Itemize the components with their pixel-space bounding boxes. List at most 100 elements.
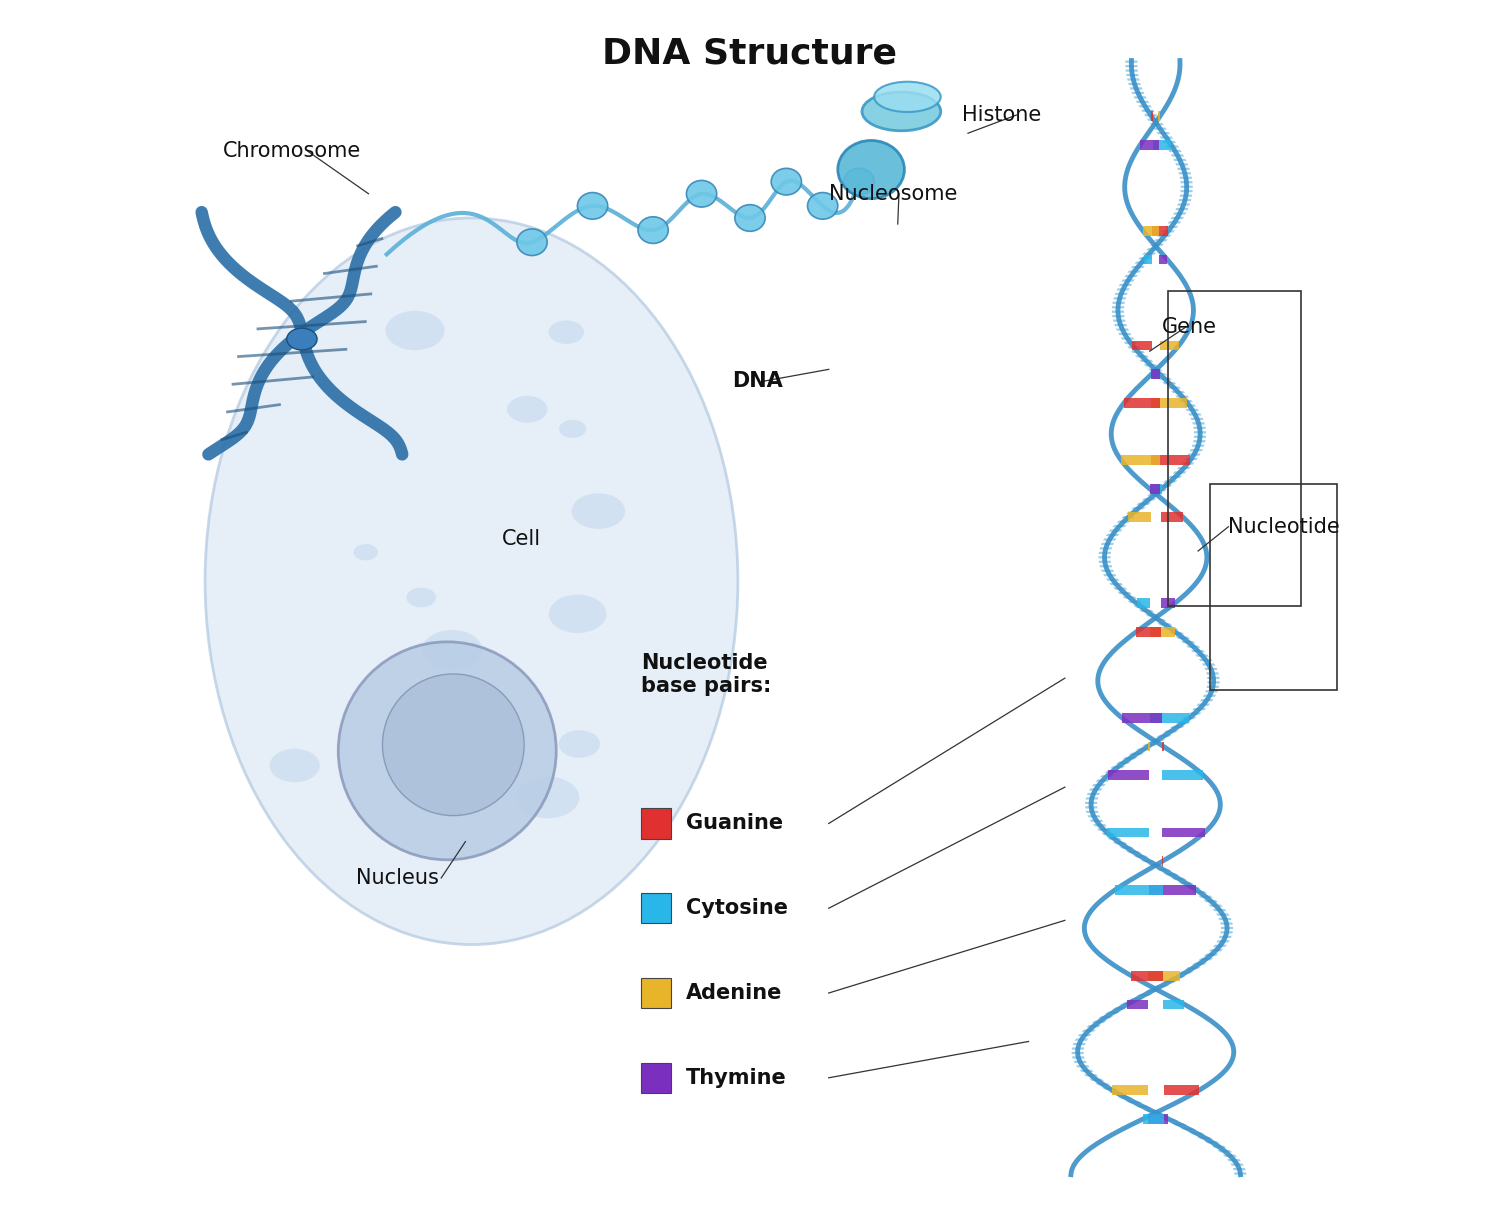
Polygon shape	[1164, 225, 1178, 228]
Polygon shape	[1118, 592, 1132, 595]
Ellipse shape	[339, 642, 556, 860]
Polygon shape	[1108, 529, 1122, 532]
Polygon shape	[1114, 885, 1162, 895]
Bar	[640, 809, 672, 838]
Polygon shape	[1170, 632, 1185, 635]
Polygon shape	[1192, 891, 1208, 894]
Polygon shape	[1077, 1034, 1092, 1037]
Polygon shape	[1144, 614, 1160, 616]
Polygon shape	[1149, 484, 1161, 494]
Polygon shape	[1122, 757, 1137, 759]
Polygon shape	[1198, 659, 1212, 661]
Polygon shape	[1130, 753, 1144, 754]
Polygon shape	[1150, 619, 1167, 621]
Polygon shape	[1134, 96, 1146, 98]
Polygon shape	[1182, 404, 1196, 407]
Polygon shape	[1218, 1150, 1231, 1153]
Polygon shape	[1154, 127, 1167, 130]
Polygon shape	[1095, 780, 1110, 782]
Polygon shape	[1197, 1137, 1214, 1140]
Polygon shape	[1131, 92, 1144, 94]
Ellipse shape	[839, 140, 904, 199]
Ellipse shape	[874, 81, 940, 113]
Polygon shape	[1100, 566, 1112, 568]
Polygon shape	[1088, 793, 1100, 796]
Bar	[640, 894, 672, 923]
Polygon shape	[1148, 368, 1162, 371]
Polygon shape	[1198, 958, 1214, 960]
Polygon shape	[1126, 511, 1140, 513]
Polygon shape	[1071, 1048, 1084, 1050]
Ellipse shape	[735, 205, 765, 231]
Polygon shape	[1126, 79, 1140, 81]
Polygon shape	[1158, 624, 1173, 625]
Polygon shape	[1113, 297, 1126, 299]
Polygon shape	[1134, 262, 1149, 264]
Polygon shape	[1167, 222, 1180, 224]
Polygon shape	[1138, 257, 1152, 259]
Polygon shape	[1072, 1056, 1084, 1058]
Polygon shape	[1118, 1096, 1134, 1098]
Polygon shape	[1142, 498, 1156, 500]
Polygon shape	[1104, 770, 1119, 773]
Polygon shape	[1092, 1021, 1107, 1023]
Polygon shape	[1234, 1172, 1246, 1175]
Polygon shape	[1101, 569, 1114, 572]
Polygon shape	[1180, 1127, 1197, 1130]
Polygon shape	[1203, 900, 1218, 902]
Polygon shape	[1179, 882, 1194, 884]
Polygon shape	[1136, 748, 1150, 751]
Polygon shape	[1172, 154, 1184, 156]
Polygon shape	[1140, 860, 1156, 862]
Polygon shape	[1122, 596, 1137, 598]
Polygon shape	[1131, 507, 1146, 510]
Polygon shape	[1126, 1101, 1143, 1103]
Polygon shape	[1158, 111, 1160, 121]
Ellipse shape	[578, 193, 608, 219]
Polygon shape	[1172, 1124, 1188, 1125]
Polygon shape	[1084, 807, 1098, 809]
Polygon shape	[1167, 386, 1180, 389]
Ellipse shape	[549, 321, 584, 344]
Polygon shape	[1166, 145, 1179, 148]
Polygon shape	[1156, 132, 1170, 134]
Ellipse shape	[406, 587, 436, 608]
Polygon shape	[1221, 931, 1233, 934]
Polygon shape	[1072, 1043, 1086, 1045]
Polygon shape	[1158, 484, 1173, 487]
Polygon shape	[1200, 699, 1214, 701]
Polygon shape	[1203, 695, 1216, 696]
Polygon shape	[1149, 885, 1196, 895]
Polygon shape	[1160, 254, 1167, 264]
Ellipse shape	[844, 168, 874, 195]
Polygon shape	[1184, 458, 1198, 460]
Polygon shape	[1162, 770, 1203, 780]
Polygon shape	[1162, 381, 1176, 384]
Ellipse shape	[507, 396, 548, 423]
Polygon shape	[1088, 815, 1101, 817]
Polygon shape	[1100, 775, 1114, 777]
Ellipse shape	[807, 193, 838, 219]
Polygon shape	[1216, 913, 1230, 916]
Polygon shape	[1168, 476, 1182, 478]
Polygon shape	[1174, 396, 1190, 397]
Polygon shape	[1180, 463, 1194, 465]
Polygon shape	[1113, 1085, 1148, 1095]
Polygon shape	[1124, 342, 1137, 344]
Polygon shape	[1150, 627, 1176, 637]
Polygon shape	[1126, 851, 1142, 854]
Ellipse shape	[771, 168, 801, 195]
Polygon shape	[1112, 1008, 1128, 1010]
Polygon shape	[1128, 82, 1142, 85]
Polygon shape	[1179, 400, 1192, 402]
Text: Guanine: Guanine	[686, 814, 783, 833]
Polygon shape	[1191, 650, 1204, 653]
Polygon shape	[1125, 65, 1137, 68]
Polygon shape	[1116, 521, 1131, 523]
Polygon shape	[1191, 418, 1203, 420]
Polygon shape	[1116, 288, 1130, 291]
Polygon shape	[1149, 739, 1166, 741]
Polygon shape	[1164, 1085, 1198, 1095]
Polygon shape	[1158, 235, 1172, 237]
Polygon shape	[1173, 212, 1186, 214]
